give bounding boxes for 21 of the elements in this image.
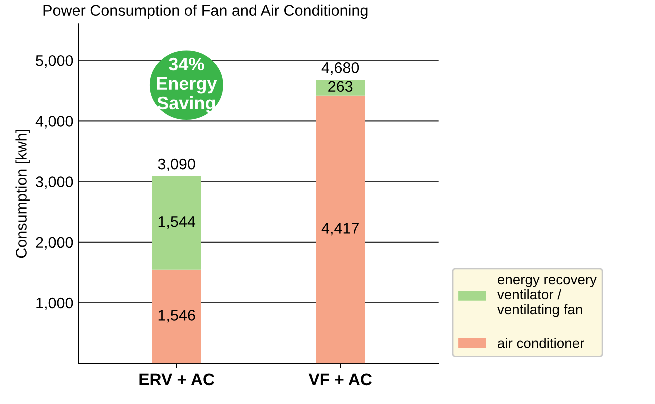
x-tick-label: ERV + AC (140, 374, 215, 386)
bar (316, 96, 366, 364)
x-tick-label: VF + AC (308, 374, 372, 386)
bar (152, 270, 202, 364)
y-tick-label: 4,000 (36, 116, 74, 129)
data-label: 4,417 (322, 223, 359, 236)
data-label: 1,544 (158, 216, 196, 230)
legend-label: energy recovery ventilator / ventilating fan (497, 277, 597, 318)
total-label: 3,090 (158, 158, 196, 172)
data-label: 1,546 (158, 310, 196, 323)
total-label: 4,680 (322, 62, 360, 76)
y-tick-label: 3,000 (36, 176, 74, 190)
y-tick-label: 5,000 (36, 55, 74, 68)
legend-label: air conditioner (498, 338, 584, 348)
y-axis-title: Consumption [kwh] (16, 130, 30, 258)
annotation: 34% Energy Saving (157, 58, 218, 114)
y-tick-label: 1,000 (36, 298, 74, 310)
bar (152, 176, 202, 270)
chart-title: Power Consumption of Fan and Air Conditioning (44, 4, 368, 20)
data-label: 263 (328, 81, 353, 92)
y-tick-label: 2,000 (36, 237, 74, 250)
